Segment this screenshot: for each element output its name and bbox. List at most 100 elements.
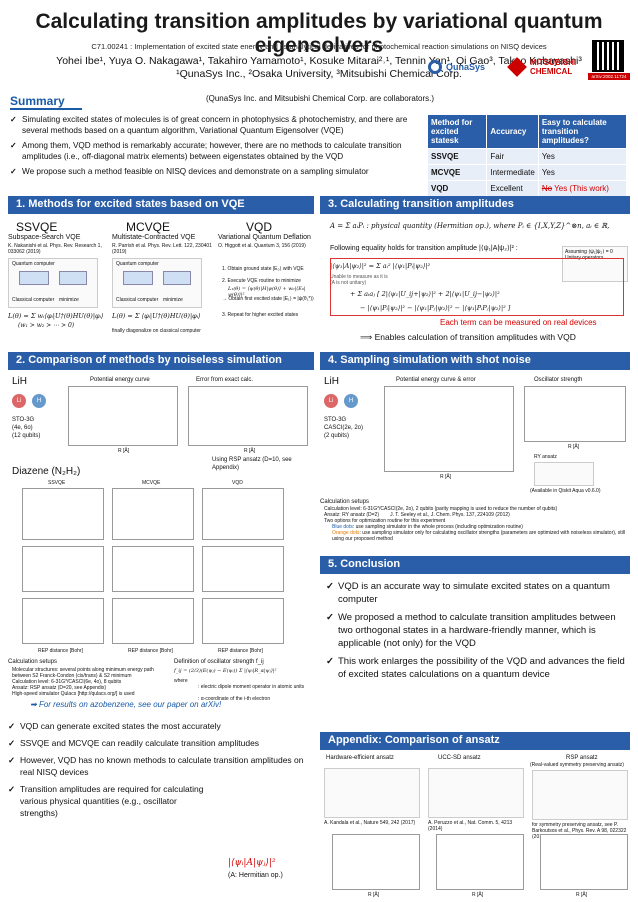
vqd-full: Variational Quantum Deflation xyxy=(218,234,311,241)
qunasys-logo: QunaSys xyxy=(446,62,486,72)
table-cell: No Yes (This work) xyxy=(537,180,628,197)
diazene-plot xyxy=(112,546,194,592)
setup-item: Calculation level: 6-31G*/CASCI(2e, 2o),… xyxy=(324,506,558,512)
each-term: Each term can be measured on real device… xyxy=(440,318,597,327)
ucc-circuit xyxy=(428,768,524,818)
cc-label: Classical computer xyxy=(12,297,55,303)
arxiv-note: ➡ For results on azobenzene, see our pap… xyxy=(30,700,221,709)
diazene-plot xyxy=(202,598,284,644)
lih-basis: STO-3G xyxy=(324,417,347,423)
pec-err-plot xyxy=(384,386,514,472)
setup-item: High-speed simulator Qulacs [http://qula… xyxy=(12,691,135,697)
appendix-body: Hardware-efficient ansatz UCC-SD ansatz … xyxy=(320,754,630,900)
cc-label: Classical computer xyxy=(116,297,159,303)
circuit-box xyxy=(19,271,49,285)
blue-dots: Blue dots xyxy=(332,524,353,530)
summary-underline xyxy=(10,108,82,110)
summary-item: Among them, VQD method is remarkably acc… xyxy=(10,140,420,162)
conclusion-item: SSVQE and MCVQE can readily calculate tr… xyxy=(8,737,318,749)
diazene-label: Diazene (N₂H₂) xyxy=(12,466,81,477)
diazene-plot xyxy=(22,598,104,644)
table-cell: Excellent xyxy=(486,180,539,197)
table-cell: Fair xyxy=(486,148,539,165)
vqd-name: VQD xyxy=(246,220,273,234)
table-row: SSVQE Fair Yes xyxy=(426,148,628,165)
lih-label: LiH xyxy=(12,376,28,387)
sec2-body: LiH Li H STO-3G (4e, 6o) (12 qubits) Pot… xyxy=(8,374,314,704)
lih-qubits: (2 qubits) xyxy=(324,433,350,439)
appendix-xlabel: R [Å] xyxy=(472,892,484,898)
ry-circuit xyxy=(534,462,594,486)
table-cell: Yes xyxy=(537,148,628,165)
minimize-label: minimize xyxy=(59,297,79,303)
table-cell: Intermediate xyxy=(486,164,539,181)
summary-item: Simulating excited states of molecules i… xyxy=(10,114,420,136)
ansatz-ref: for symmetry preserving ansatz, see P. B… xyxy=(532,822,627,840)
table-row: VQD Excellent No Yes (This work) xyxy=(426,180,628,197)
eq3: − |⟨ψ₁|Pᵢ|ψ₂⟩|² − |⟨ψ₁|Pⱼ|ψ₂⟩|² − |⟨ψ₁|P… xyxy=(360,304,511,312)
conclusion-item: VQD can generate excited states the most… xyxy=(8,720,318,732)
mcvqe-name: MCVQE xyxy=(126,220,171,234)
blue-desc: : use sampling simulator in the whole pr… xyxy=(352,524,523,530)
qunasys-logo-icon xyxy=(428,60,442,74)
ssvqe-diagram: Quantum computer Classical computer mini… xyxy=(8,258,98,308)
lih-molecule-icon: Li H xyxy=(324,390,364,412)
vqd-formula: L₁(θ) = ⟨ψ(θ)|H|ψ(θ)⟩ + w₀|⟨E₀|ψ(θ)⟩|² xyxy=(228,286,306,298)
d-label: MCVQE xyxy=(142,480,161,486)
appendix-heading: Appendix: Comparison of ansatz xyxy=(320,732,630,750)
circuit-box xyxy=(123,271,153,285)
lih-label: LiH xyxy=(324,376,340,387)
sec5-list: VQD is an accurate way to simulate excit… xyxy=(326,580,626,681)
sec3-line2: Following equality holds for transition … xyxy=(330,245,518,252)
sec5-heading: 5. Conclusion xyxy=(320,556,630,574)
author-list: Yohei Ibe¹, Yuya O. Nakagawa¹, Takahiro … xyxy=(0,55,638,81)
sec3-line1: A = Σ aᵢPᵢ : physical quantity (Hermitia… xyxy=(330,222,610,230)
table-header: Easy to calculate transition amplitudes? xyxy=(537,114,628,149)
lih-space: (4e, 6o) xyxy=(12,425,33,431)
enables: ⟹ Enables calculation of transition ampl… xyxy=(360,332,576,343)
eq1: |⟨ψ₁|A|ψ₂⟩|² = Σ aᵢ² |⟨ψ₁|Pᵢ|ψ₂⟩|² xyxy=(330,262,431,270)
rsp-circuit xyxy=(532,770,628,820)
setup-ref: J. T. Seeley et al., J. Chem. Phys. 137,… xyxy=(390,512,510,518)
osc-plot xyxy=(524,386,626,442)
ssvqe-name: SSVQE xyxy=(16,220,58,234)
sec2-conclusions: VQD can generate excited states the most… xyxy=(8,720,318,819)
setup-item: Two options for optimization routine for… xyxy=(324,518,446,524)
err-title: Error from exact calc. xyxy=(196,377,254,383)
vqd-step: 2. Execute VQE routine to minimize xyxy=(222,278,301,284)
table-header: Accuracy xyxy=(486,114,539,149)
lih-molecule-icon: Li H xyxy=(12,390,52,412)
arrow-right-icon: ➡ xyxy=(30,700,39,709)
qr-label: arXiv:2002.11724 xyxy=(588,73,630,80)
this-work: Yes (This work) xyxy=(554,184,609,193)
d-label: SSVQE xyxy=(48,480,66,486)
table-header: Method for excited statesk xyxy=(426,114,488,149)
ansatz-ref: A. Kandala et al., Nature 549, 242 (2017… xyxy=(324,820,416,826)
table-cell: VQD xyxy=(426,180,488,197)
conclusion-item: VQD is an accurate way to simulate excit… xyxy=(326,580,626,606)
assuming: Assuming ⟨ψ₁|ψ₂⟩ = 0 xyxy=(565,249,613,255)
hermitian-note: (A: Hermitian op.) xyxy=(228,872,283,879)
qc-label: Quantum computer xyxy=(116,261,159,267)
mcvqe-diagram: Quantum computer Classical computer mini… xyxy=(112,258,202,308)
ry-label: RY ansatz xyxy=(534,454,557,460)
sec2-heading: 2. Comparison of methods by noiseless si… xyxy=(8,352,314,370)
circuit-box xyxy=(163,271,191,285)
conclusion-item: We proposed a method to calculate transi… xyxy=(326,611,626,650)
setup-text: Ansatz: RY ansatz (D=2) xyxy=(324,512,379,518)
ssvqe-formula: L(θ) = Σ wᵢ⟨φᵢ|U†(θ)HU(θ)|φᵢ⟩ xyxy=(8,312,104,320)
vqd-step: → Obtain first excited state |E₁⟩ = |ψ(θ… xyxy=(222,296,314,302)
lih-qubits: (12 qubits) xyxy=(12,433,41,439)
osc-title: Definition of oscillator strength f_ij xyxy=(174,659,264,665)
diazene-plot xyxy=(202,488,284,540)
err-plot xyxy=(188,386,308,446)
vqd-step: 1. Obtain ground state |E₀⟩ with VQE xyxy=(222,266,304,272)
summary-list: Simulating excited states of molecules i… xyxy=(10,114,420,181)
setup-item: Calculation level: 6-31G*/CASCI(6e, 4o),… xyxy=(12,679,122,685)
table-cell: MCVQE xyxy=(426,164,488,181)
diazene-plot xyxy=(112,598,194,644)
eq-box xyxy=(330,258,624,316)
pec-err-title: Potential energy curve & error xyxy=(396,377,476,383)
d-xlabel: REP distance [Bohr] xyxy=(128,648,173,654)
setups-title: Calculation setups xyxy=(8,659,58,665)
